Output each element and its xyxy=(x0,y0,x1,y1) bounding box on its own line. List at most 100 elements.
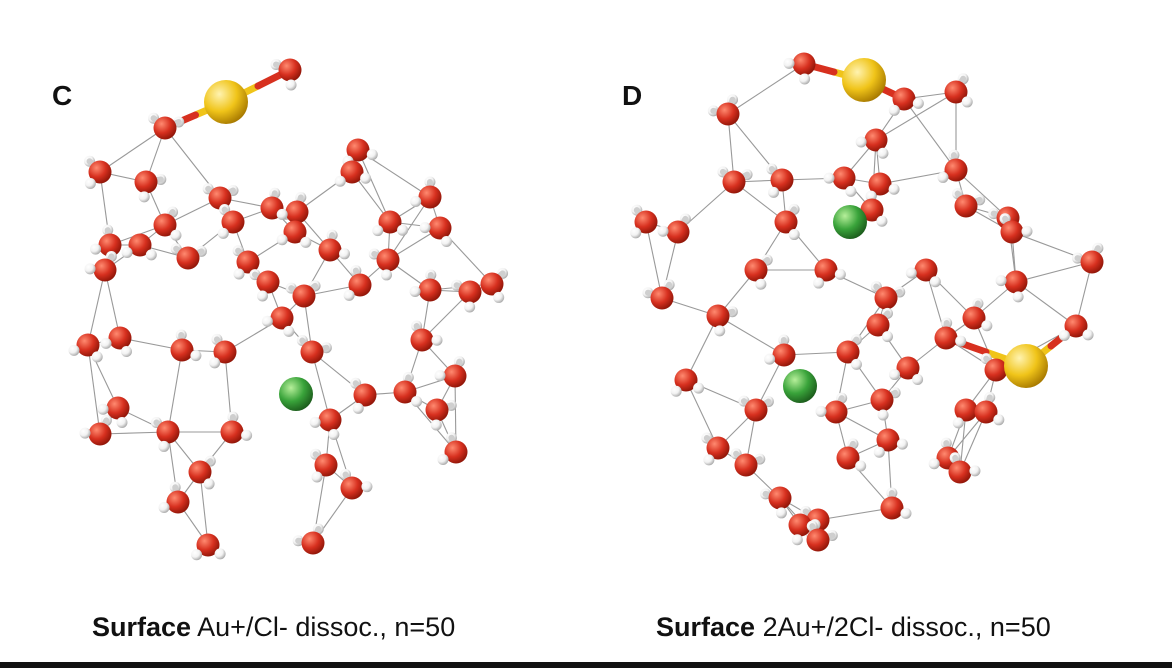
panel-caption-c: Surface Au+/Cl- dissoc., n=50 xyxy=(92,612,455,643)
oxygen-atom xyxy=(944,80,968,104)
hydrogen-bond xyxy=(903,98,957,171)
hydrogen-atom xyxy=(768,186,780,198)
hydrogen-atom xyxy=(352,402,364,414)
figure-panel-d: D Surface 2Au+/2Cl- dissoc., n=50 xyxy=(586,0,1172,668)
oxygen-atom xyxy=(285,200,309,224)
hydrogen-atom xyxy=(873,446,885,458)
oxygen-atom xyxy=(444,440,468,464)
hydrogen-atom xyxy=(905,267,917,279)
hydrogen-atom xyxy=(91,351,103,363)
hydrogen-atom xyxy=(431,334,443,346)
oxygen-atom xyxy=(301,531,325,555)
hydrogen-atom xyxy=(703,454,715,466)
hydrogen-bond xyxy=(685,379,719,449)
oxygen-atom xyxy=(836,446,860,470)
hydrogen-atom xyxy=(937,171,949,183)
hydrogen-bond xyxy=(727,63,805,115)
hydrogen-atom xyxy=(372,225,384,237)
hydrogen-atom xyxy=(929,276,941,288)
water-molecule xyxy=(905,258,941,288)
oxygen-atom xyxy=(76,333,100,357)
water-molecule xyxy=(343,265,372,301)
hydrogen-atom xyxy=(1082,329,1094,341)
water-molecule xyxy=(437,432,468,465)
oxygen-atom xyxy=(425,398,449,422)
hydrogen-atom xyxy=(630,227,642,239)
hydrogen-atom xyxy=(300,236,312,248)
hydrogen-atom xyxy=(68,344,80,356)
hydrogen-atom xyxy=(815,405,827,417)
hydrogen-atom xyxy=(900,507,912,519)
oxygen-atom xyxy=(770,168,794,192)
oxygen-atom xyxy=(772,343,796,367)
oxygen-atom xyxy=(98,233,122,257)
hydrogen-atom xyxy=(90,243,102,255)
water-molecule xyxy=(425,398,457,431)
caption-bold-d: Surface xyxy=(656,612,756,642)
water-molecule xyxy=(334,160,372,187)
hydrogen-atom xyxy=(360,172,372,184)
oxygen-atom xyxy=(864,128,888,152)
hydrogen-atom xyxy=(203,478,215,490)
hydrogen-atom xyxy=(217,227,229,239)
water-molecule xyxy=(836,334,862,370)
hydrogen-atom xyxy=(877,147,889,159)
oxygen-atom xyxy=(892,87,916,111)
hydrogen-atom xyxy=(775,507,787,519)
oxygen-atom xyxy=(914,258,938,282)
water-molecule xyxy=(276,220,312,248)
oxygen-atom xyxy=(170,338,194,362)
water-molecule xyxy=(934,317,967,350)
water-molecule xyxy=(670,368,705,397)
oxygen-atom xyxy=(418,278,442,302)
water-molecule xyxy=(701,432,730,466)
oxygen-atom xyxy=(1000,220,1024,244)
water-molecule xyxy=(270,58,302,91)
hydrogen-atom xyxy=(309,416,321,428)
oxygen-atom xyxy=(866,313,890,337)
water-molecule xyxy=(937,149,968,183)
oxygen-atom xyxy=(176,246,200,270)
hydrogen-atom xyxy=(834,268,846,280)
water-molecule xyxy=(730,448,766,477)
water-molecule xyxy=(310,448,338,483)
caption-text-d: 2Au+/2Cl- dissoc., n=50 xyxy=(755,612,1051,642)
hydrogen-bond xyxy=(1015,281,1077,327)
water-molecule xyxy=(706,304,738,337)
water-molecule xyxy=(249,269,280,302)
water-molecule xyxy=(292,523,325,555)
oxygen-atom xyxy=(270,306,294,330)
hydrogen-atom xyxy=(311,471,323,483)
panel-label-d: D xyxy=(622,80,643,111)
water-molecule xyxy=(419,216,452,248)
water-molecule xyxy=(434,356,467,388)
oxygen-atom xyxy=(128,233,152,257)
oxygen-atom xyxy=(156,420,180,444)
oxygen-atom xyxy=(876,428,900,452)
hydrogen-atom xyxy=(84,263,96,275)
hydrogen-atom xyxy=(276,208,288,220)
water-molecule xyxy=(783,52,816,85)
hydrogen-atom xyxy=(1058,330,1070,342)
hydrogen-atom xyxy=(755,278,767,290)
oxygen-atom xyxy=(208,186,232,210)
oxygen-atom xyxy=(984,358,1008,382)
hydrogen-atom xyxy=(256,290,268,302)
water-molecule xyxy=(889,356,924,386)
oxygen-atom xyxy=(236,250,260,274)
hydrogen-bond xyxy=(387,196,431,261)
water-molecule xyxy=(766,163,794,198)
oxygen-atom xyxy=(196,533,220,557)
hydrogen-atom xyxy=(493,291,505,303)
chloride-ion xyxy=(783,369,817,403)
hydrogen-atom xyxy=(1012,291,1024,303)
hydrogen-atom xyxy=(928,458,940,470)
water-molecule xyxy=(855,128,889,159)
oxygen-atom xyxy=(768,486,792,510)
water-molecule xyxy=(368,248,400,281)
chloride-ion xyxy=(833,205,867,239)
water-molecule xyxy=(296,335,332,364)
water-molecule xyxy=(870,281,906,310)
hydrogen-atom xyxy=(397,224,409,236)
hydrogen-atom xyxy=(877,409,889,421)
